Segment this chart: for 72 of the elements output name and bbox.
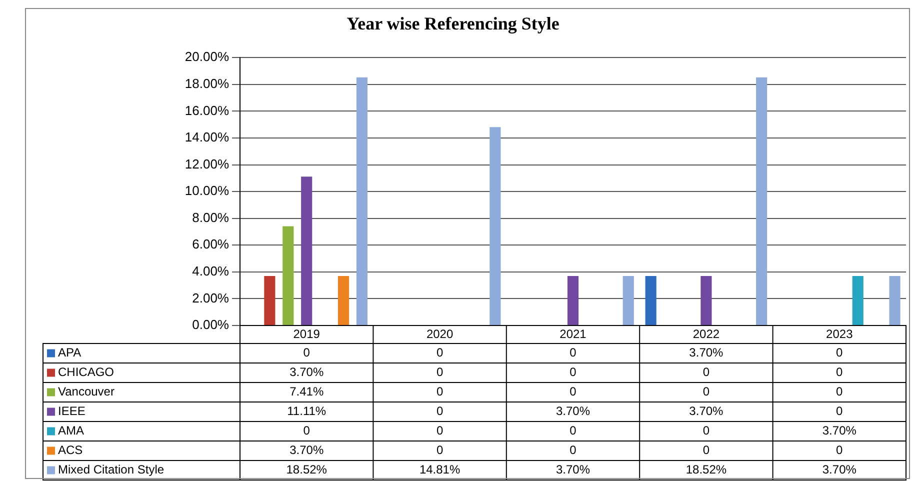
data-label: 3.70% <box>822 462 857 477</box>
bar <box>756 77 768 325</box>
y-tick-label: 16.00% <box>184 102 230 118</box>
y-tick-label: 20.00% <box>184 49 230 64</box>
x-tick-label: 2020 <box>426 326 454 341</box>
data-label: 0 <box>702 443 710 458</box>
data-label: 18.52% <box>286 462 328 477</box>
legend-label: IEEE <box>58 404 86 418</box>
y-tick-label: 6.00% <box>192 236 230 252</box>
data-label: 3.70% <box>290 365 324 380</box>
data-label: 18.52% <box>686 462 727 477</box>
y-tick-label: 10.00% <box>184 183 230 198</box>
data-label: 0 <box>436 443 444 458</box>
bar <box>622 276 634 325</box>
data-label: 3.70% <box>556 404 590 418</box>
data-label: 3.70% <box>689 404 724 418</box>
data-label: 0 <box>570 384 577 399</box>
x-tick-label: 2022 <box>692 326 720 341</box>
chart-title: Year wise Referencing Style <box>346 13 560 34</box>
bar <box>645 276 656 325</box>
bar <box>301 176 312 325</box>
y-tick-label: 14.00% <box>184 130 230 145</box>
bar <box>567 276 579 325</box>
data-label: 0 <box>570 424 577 438</box>
bar <box>852 276 864 325</box>
legend-label: AMA <box>58 424 84 438</box>
legend-label: APA <box>58 346 82 360</box>
data-label: 0 <box>436 346 444 360</box>
bar <box>264 276 276 325</box>
bar <box>889 276 900 325</box>
data-label: 11.11% <box>287 404 326 418</box>
data-label: 0 <box>702 384 710 399</box>
data-label: 0 <box>836 443 844 458</box>
legend-label: Mixed Citation Style <box>58 462 164 477</box>
y-tick-label: 0.00% <box>192 317 230 332</box>
data-label: 3.70% <box>290 443 324 458</box>
x-tick-label: 2021 <box>560 326 587 341</box>
data-label: 3.70% <box>556 462 590 477</box>
x-tick-label: 2023 <box>826 326 854 341</box>
y-tick-label: 18.00% <box>184 76 230 91</box>
data-label: 0 <box>303 424 310 438</box>
data-label: 0 <box>836 384 844 399</box>
bar <box>356 77 368 325</box>
data-label: 3.70% <box>822 424 857 438</box>
data-label: 0 <box>702 365 710 380</box>
data-label: 0 <box>436 384 444 399</box>
bar <box>282 226 294 325</box>
data-label: 0 <box>836 365 844 380</box>
data-label: 3.70% <box>689 346 724 360</box>
data-label: 0 <box>570 443 577 458</box>
data-label: 0 <box>436 365 444 380</box>
legend-label: ACS <box>58 443 83 458</box>
legend-label: Vancouver <box>58 384 114 399</box>
data-label: 0 <box>570 346 577 360</box>
data-label: 0 <box>570 365 577 380</box>
data-label: 14.81% <box>419 462 460 477</box>
y-tick-label: 12.00% <box>184 156 230 172</box>
bar <box>490 127 501 325</box>
y-tick-label: 4.00% <box>192 264 230 278</box>
bar <box>338 276 350 325</box>
data-label: 0 <box>436 424 444 438</box>
y-tick-label: 8.00% <box>192 210 230 225</box>
data-label: 0 <box>836 346 844 360</box>
data-label: 0 <box>303 346 310 360</box>
data-label: 7.41% <box>290 384 324 399</box>
bar <box>700 276 712 325</box>
data-label: 0 <box>702 424 710 438</box>
legend-label: CHICAGO <box>58 365 114 380</box>
y-tick-label: 2.00% <box>192 290 230 306</box>
data-label: 0 <box>436 404 444 418</box>
data-label: 0 <box>836 404 844 418</box>
x-tick-label: 2019 <box>293 326 320 341</box>
